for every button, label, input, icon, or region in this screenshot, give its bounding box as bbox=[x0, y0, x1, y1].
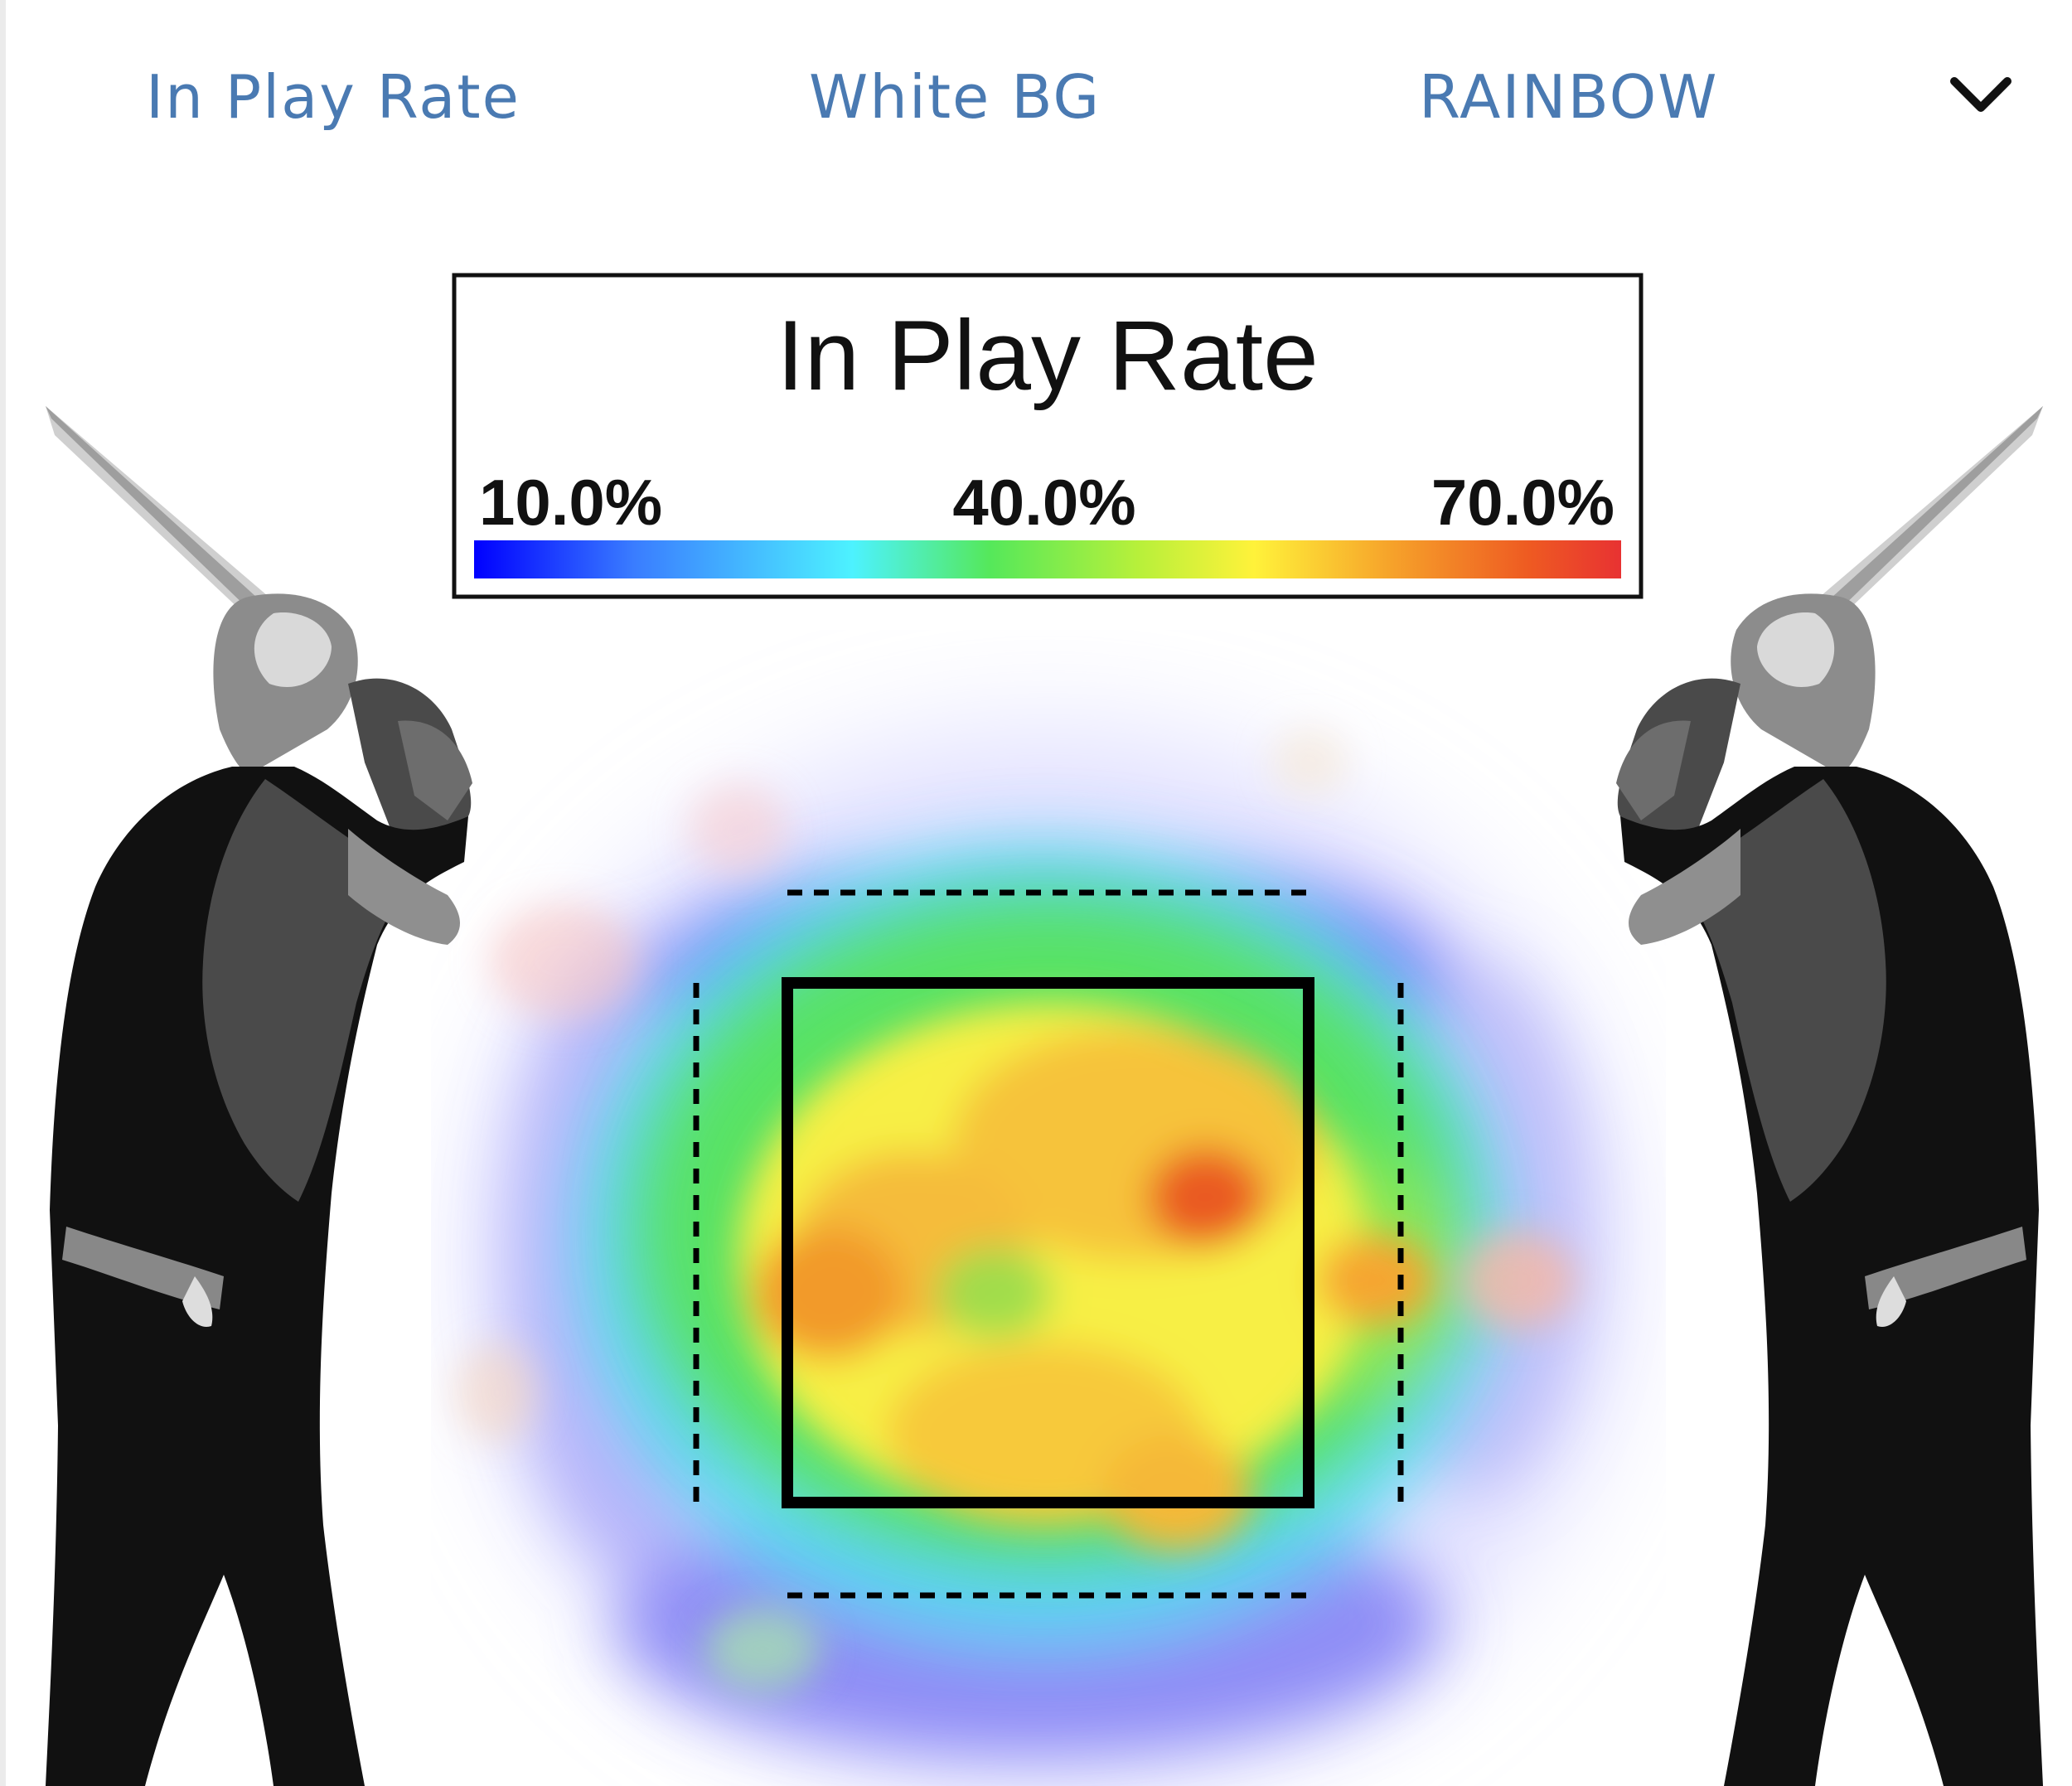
heatmap-visualization: In Play Rate 10.0% 40.0% 70.0% bbox=[46, 273, 2043, 1786]
left-batter-figure bbox=[46, 406, 472, 1786]
palette-selector[interactable]: RAINBOW bbox=[1419, 62, 1719, 132]
metric-selector[interactable]: In Play Rate bbox=[146, 62, 520, 132]
legend-tick-min: 10.0% bbox=[479, 466, 662, 539]
legend-title: In Play Rate bbox=[777, 300, 1319, 411]
toolbar: In Play Rate White BG RAINBOW bbox=[0, 0, 2072, 191]
background-selector[interactable]: White BG bbox=[809, 62, 1101, 132]
panel-left-border bbox=[0, 0, 6, 1786]
heatmap bbox=[456, 729, 1620, 1786]
strike-zone bbox=[693, 889, 1404, 1599]
right-batter-figure bbox=[1616, 406, 2043, 1786]
chevron-down-icon[interactable] bbox=[1939, 58, 2022, 133]
legend-tick-mid: 40.0% bbox=[952, 466, 1135, 539]
legend-tick-max: 70.0% bbox=[1431, 466, 1615, 539]
color-legend: In Play Rate 10.0% 40.0% 70.0% bbox=[452, 273, 1644, 599]
legend-color-bar bbox=[474, 540, 1621, 578]
